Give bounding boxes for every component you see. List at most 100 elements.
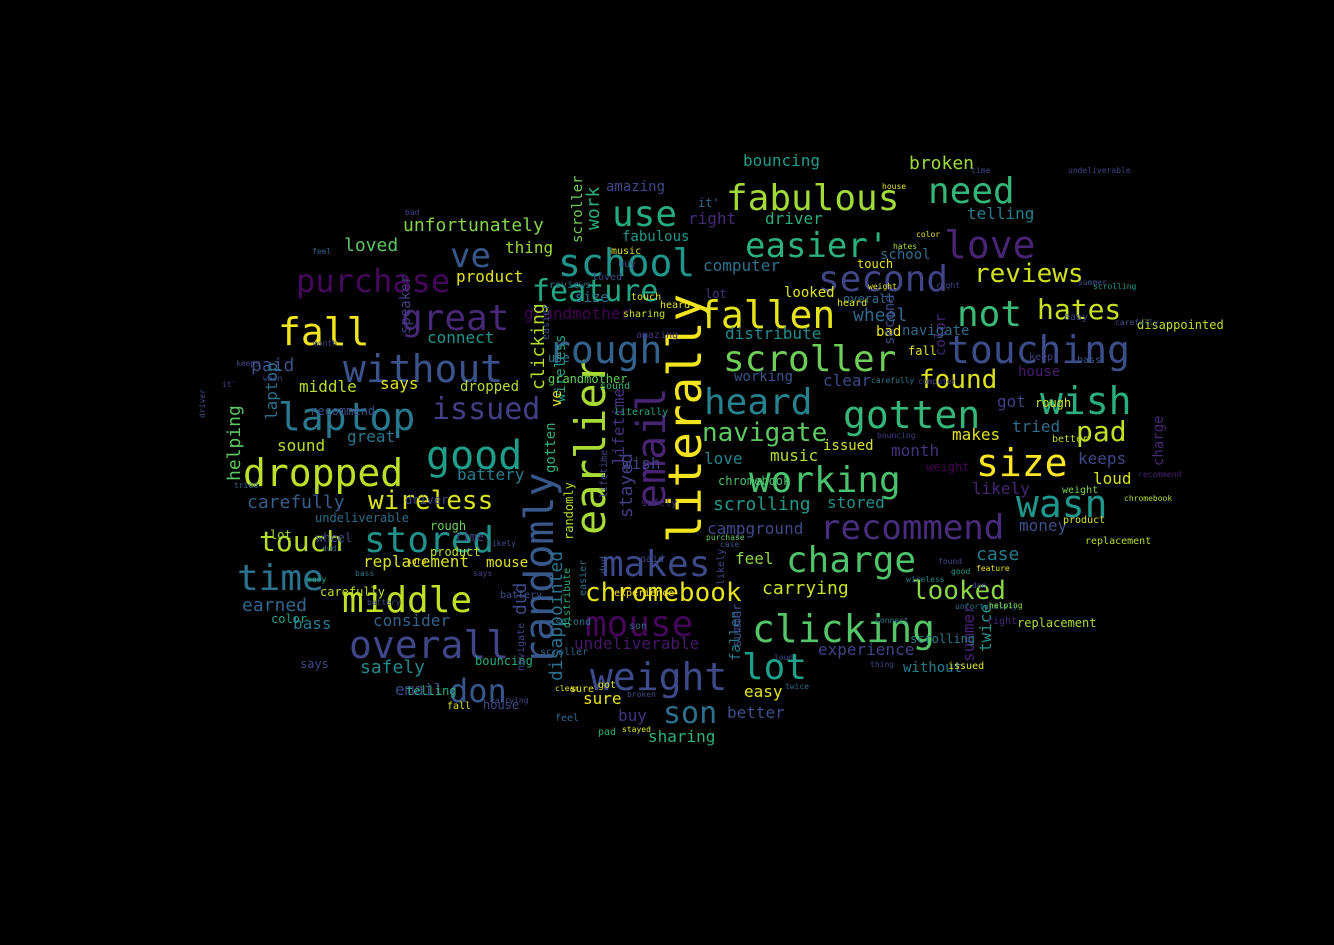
word-69: paid — [251, 354, 295, 376]
word-87: experience — [818, 640, 915, 660]
word-74: sound — [277, 436, 326, 456]
word-23: scroller — [723, 339, 897, 381]
word-116: helping — [224, 405, 245, 481]
word-223: helping — [989, 601, 1023, 611]
word-82: bass — [293, 614, 332, 634]
word-22: without — [343, 346, 504, 391]
word-26: issued — [432, 391, 541, 427]
word-78: campground — [707, 519, 804, 539]
word-113: stayed — [616, 452, 637, 518]
word-180: easier — [578, 559, 589, 596]
word-12: second — [818, 259, 949, 301]
word-145: touch — [857, 256, 894, 271]
word-190: sound — [600, 380, 631, 392]
word-137: dropped — [460, 379, 520, 396]
word-237: says — [473, 569, 493, 579]
word-62: product — [456, 267, 524, 287]
word-135: randomly — [562, 482, 576, 540]
word-49: overall — [349, 622, 510, 667]
word-207: recommend — [1138, 470, 1182, 480]
word-222: unfortunately — [955, 602, 1018, 612]
word-227: purchase — [706, 533, 745, 543]
word-56: amazing — [606, 179, 666, 196]
word-89: buy — [618, 706, 647, 726]
word-72: connect — [427, 328, 495, 348]
word-47: mouse — [585, 604, 694, 646]
word-9: use — [612, 194, 678, 236]
word-178: battery — [500, 589, 543, 601]
word-185: experience — [614, 587, 675, 599]
word-165: color — [271, 611, 308, 626]
word-169: carefully — [320, 584, 386, 599]
word-220: feature — [976, 564, 1010, 574]
word-28: gotten — [843, 392, 981, 437]
word-81: feel — [735, 549, 774, 569]
word-188: safely — [641, 497, 678, 509]
word-97: loud — [1093, 469, 1132, 489]
word-142: easier — [541, 303, 552, 340]
word-79: carrying — [762, 577, 849, 599]
word-167: house — [483, 697, 520, 712]
word-50: lot — [742, 647, 808, 689]
word-136: ve — [549, 390, 565, 407]
word-249: keeps — [236, 359, 261, 369]
word-148: fall — [908, 343, 937, 358]
word-48: clicking — [752, 606, 936, 651]
word-195: amazing — [636, 329, 679, 341]
word-199: buy — [618, 258, 637, 270]
word-52: don — [449, 671, 507, 710]
word-126: house — [1018, 364, 1061, 381]
word-84: consider — [373, 611, 451, 631]
word-244: easy — [307, 575, 327, 585]
word-161: wheel — [316, 530, 353, 545]
word-11: purchase — [296, 261, 451, 300]
word-163: lot — [270, 527, 292, 542]
word-58: broken — [909, 152, 975, 174]
word-176: sure — [570, 683, 595, 695]
word-70: says — [380, 374, 419, 394]
word-168: bouncing — [475, 653, 533, 668]
word-192: reviews — [549, 279, 592, 291]
word-34: size — [976, 440, 1068, 485]
word-53: son — [663, 695, 718, 731]
word-171: rough — [430, 518, 467, 533]
word-92: easy — [744, 682, 783, 702]
word-130: without — [903, 660, 963, 677]
word-250: wasn — [263, 374, 283, 384]
word-3: email — [629, 387, 675, 508]
word-251: month — [313, 339, 338, 349]
word-173: got — [598, 679, 617, 691]
word-196: heard — [660, 299, 691, 311]
word-45: chromebook — [585, 577, 742, 608]
word-129: rough — [1035, 395, 1072, 410]
word-94: scrolling — [713, 493, 811, 515]
word-213: weight — [868, 282, 897, 292]
word-10: ve — [450, 236, 491, 277]
word-175: feel — [555, 712, 580, 724]
word-141: overall — [843, 291, 894, 306]
word-139: laptop — [262, 362, 281, 420]
word-140: disappointed — [1137, 317, 1224, 332]
word-59: telling — [967, 204, 1035, 224]
word-32: pad — [1076, 415, 1127, 449]
word-39: recommend — [820, 508, 1005, 549]
word-27: found — [919, 364, 998, 395]
word-102: month — [891, 441, 940, 461]
word-108: music — [770, 446, 819, 466]
word-194: music — [611, 245, 642, 257]
word-118: scroller — [570, 175, 586, 243]
word-217: computer — [918, 377, 957, 387]
word-68: distribute — [725, 324, 822, 344]
word-88: email — [395, 680, 444, 700]
word-21: touching — [947, 327, 1131, 372]
word-143: use — [548, 350, 570, 365]
word-133: mouse — [486, 555, 529, 572]
word-19: hates — [1037, 293, 1122, 327]
word-25: laptop — [278, 394, 416, 439]
word-122: working — [734, 369, 794, 386]
word-61: thing — [505, 238, 554, 258]
word-246: tried — [234, 481, 259, 491]
word-189: lifetime — [599, 449, 610, 498]
word-151: recommend — [310, 403, 376, 418]
